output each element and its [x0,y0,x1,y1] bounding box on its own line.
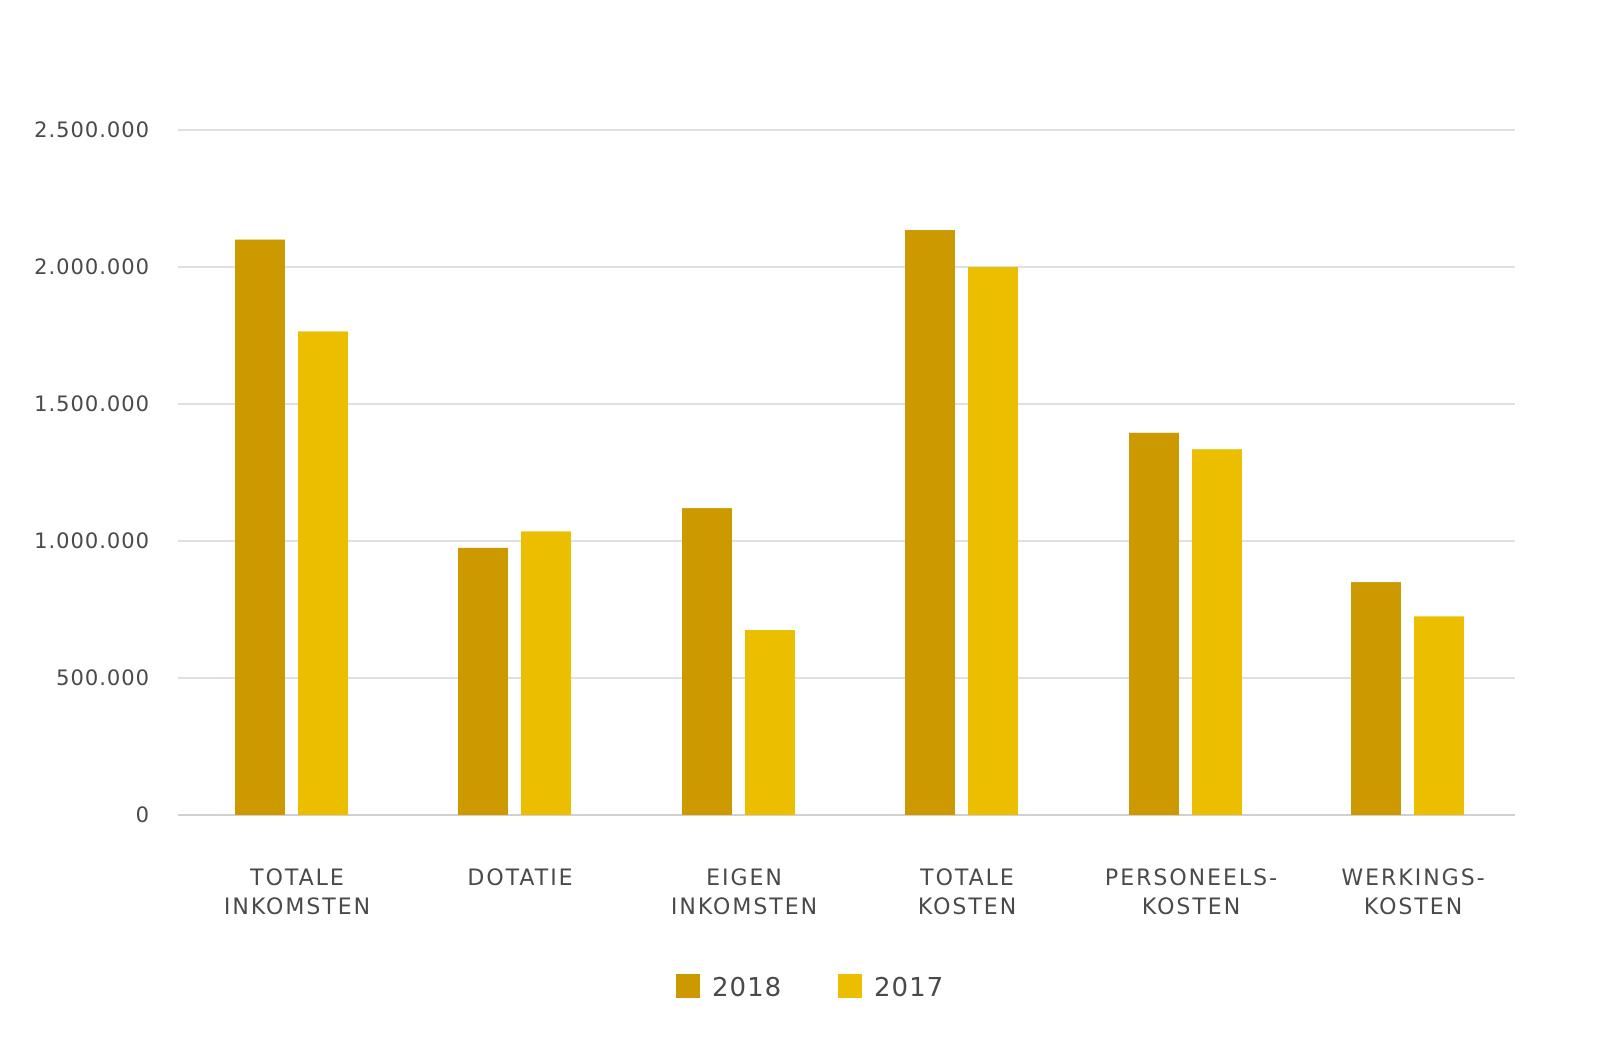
bar-2017-4 [1192,449,1242,815]
x-category-label: EIGEN [706,866,784,891]
grid-lines [178,129,1515,816]
x-category-label: PERSONEELS- [1105,866,1279,891]
legend-label-2018: 2018 [712,973,782,1003]
x-category-label: DOTATIE [467,866,574,891]
x-category-label: WERKINGS- [1341,866,1486,891]
legend-swatch-2018 [676,974,700,998]
x-category-label: KOSTEN [1364,895,1464,920]
x-axis-category-labels: TOTALE INKOMSTEN DOTATIE EIGEN INKOMSTEN TOTA… [224,866,1486,920]
bar-2017-1 [521,531,571,815]
bar-2018-2 [682,508,732,815]
bar-2017-0 [298,331,348,815]
bar-2018-1 [458,547,508,815]
x-category-label: INKOMSTEN [224,895,372,920]
bar-2018-5 [1351,582,1401,815]
bar-2017-2 [745,630,795,815]
y-tick-label: 1.000.000 [34,529,150,553]
x-category-label: INKOMSTEN [671,895,819,920]
bar-2018-0 [235,239,285,816]
bar-2018-4 [1129,432,1179,815]
legend-label-2017: 2017 [874,973,944,1003]
x-category-label: KOSTEN [918,895,1018,920]
bars [235,230,1464,816]
y-tick-label: 0 [136,803,150,827]
bar-2017-3 [968,267,1018,815]
bar-2017-5 [1414,616,1464,815]
y-tick-label: 2.500.000 [34,118,150,142]
bar-2018-3 [905,230,955,815]
y-tick-label: 1.500.000 [34,392,150,416]
x-category-label: KOSTEN [1142,895,1242,920]
y-tick-label: 2.000.000 [34,255,150,279]
legend: 2018 2017 [676,973,944,1003]
x-category-label: TOTALE [249,866,346,891]
x-category-label: TOTALE [919,866,1016,891]
legend-swatch-2017 [838,974,862,998]
y-tick-label: 500.000 [56,666,150,690]
y-axis-tick-labels: 0 500.000 1.000.000 1.500.000 2.000.000 2.500… [34,118,150,827]
